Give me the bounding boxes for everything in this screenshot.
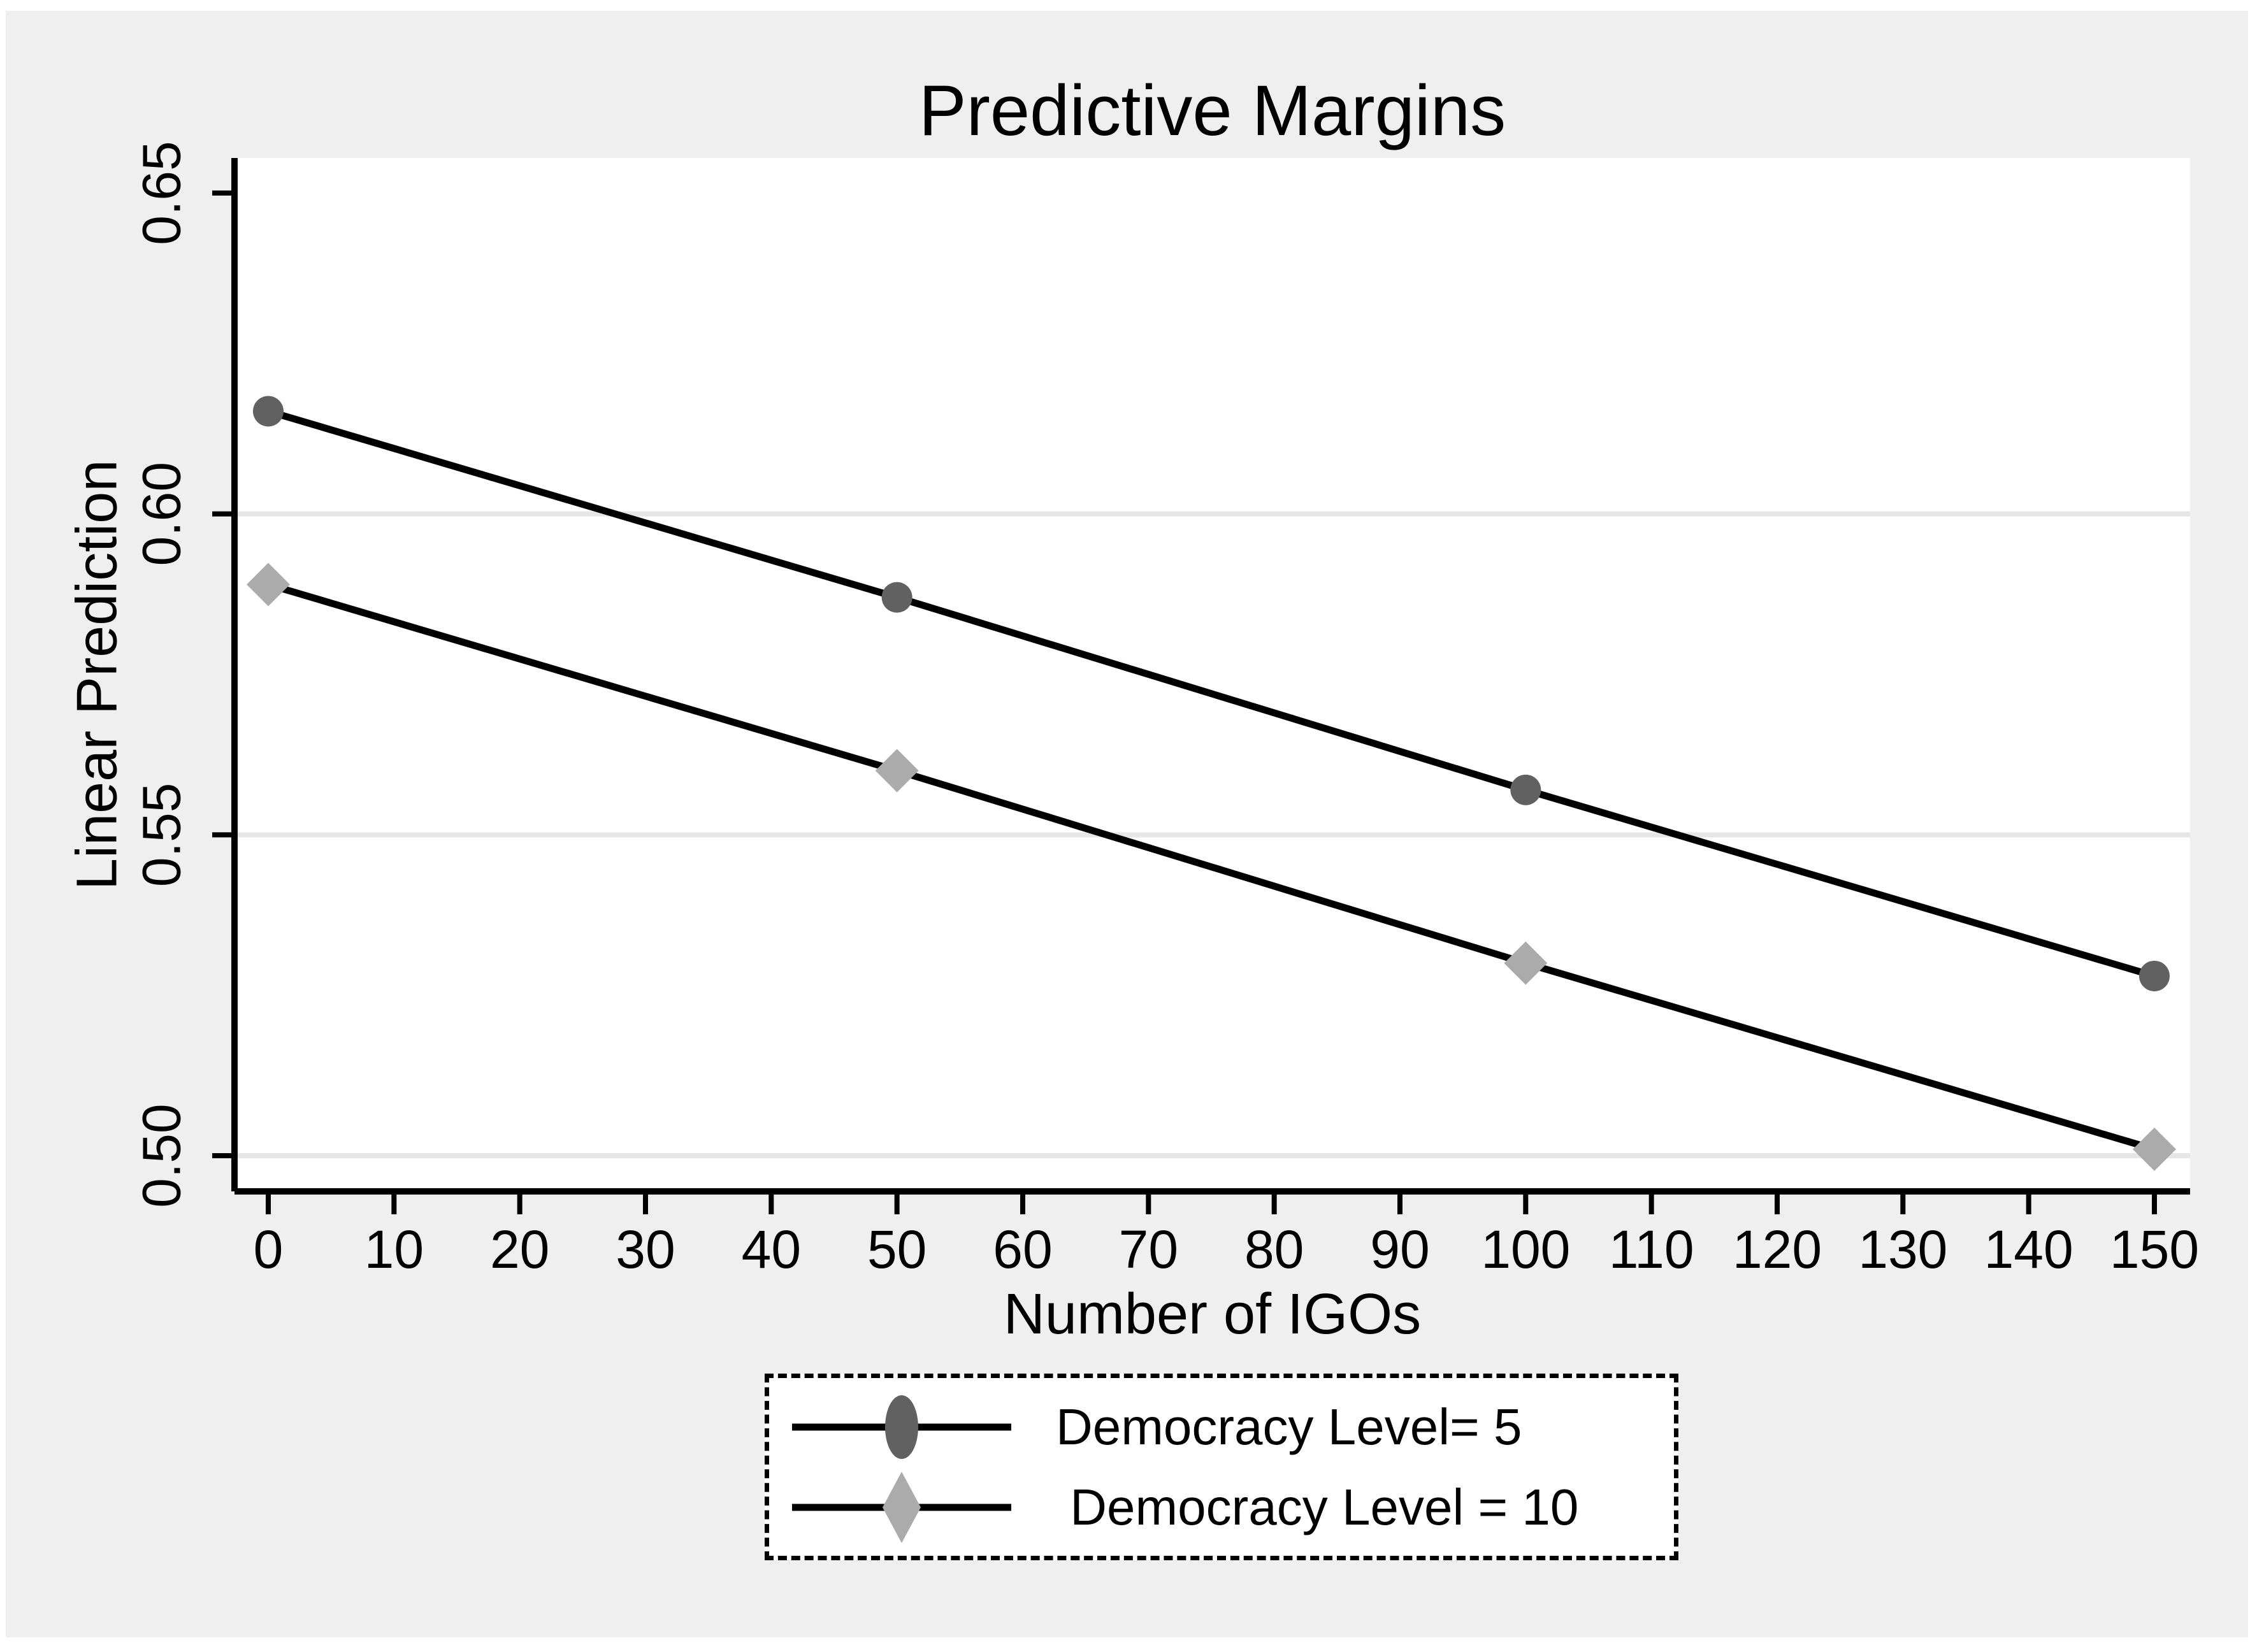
series-marker-circle	[1510, 774, 1541, 805]
legend-key-diamond-icon	[792, 1471, 1011, 1543]
x-axis-title: Number of IGOs	[1003, 1282, 1422, 1346]
legend-row: Democracy Level= 5	[787, 1389, 1674, 1465]
series-marker-circle	[881, 582, 912, 613]
x-tick-label: 130	[1858, 1219, 1947, 1279]
x-tick-label: 60	[993, 1219, 1052, 1279]
x-tick-label: 80	[1244, 1219, 1304, 1279]
x-tick-label: 20	[490, 1219, 549, 1279]
y-tick-label: 0.55	[131, 783, 191, 887]
legend: Democracy Level= 5 Democracy Level = 10	[765, 1374, 1678, 1560]
chart-title: Predictive Margins	[918, 71, 1506, 150]
x-tick-label: 40	[742, 1219, 801, 1279]
x-tick-label: 90	[1370, 1219, 1429, 1279]
legend-row: Democracy Level = 10	[787, 1469, 1674, 1546]
plot-area	[234, 158, 2190, 1191]
y-tick-label: 0.50	[131, 1103, 191, 1208]
x-tick-label: 120	[1733, 1219, 1822, 1279]
series-marker-circle	[2139, 960, 2170, 991]
series-marker-diamond	[875, 749, 919, 793]
x-tick-label: 0	[254, 1219, 284, 1279]
legend-marker-diamond	[883, 1471, 921, 1543]
y-axis-title: Linear Prediction	[65, 459, 129, 890]
legend-key-circle-icon	[792, 1395, 1011, 1459]
x-tick-label: 110	[1609, 1219, 1694, 1279]
y-tick-label: 0.60	[131, 462, 191, 566]
series-line	[267, 408, 2156, 980]
x-tick-label: 70	[1119, 1219, 1178, 1279]
x-tick-label: 140	[1984, 1219, 2073, 1279]
y-tick-label: 0.65	[131, 141, 191, 245]
x-tick-label: 30	[616, 1219, 675, 1279]
legend-label: Democracy Level = 10	[1056, 1478, 1579, 1535]
series-marker-circle	[253, 396, 284, 427]
series-marker-diamond	[247, 563, 290, 607]
x-tick-label: 100	[1481, 1219, 1570, 1279]
legend-marker-circle	[885, 1395, 918, 1459]
legend-label: Democracy Level= 5	[1056, 1398, 1522, 1455]
x-tick-label: 50	[867, 1219, 927, 1279]
x-tick-label: 10	[364, 1219, 424, 1279]
series-marker-diamond	[2133, 1127, 2176, 1171]
x-tick-label: 150	[2110, 1219, 2199, 1279]
series-line	[267, 581, 2156, 1153]
series-marker-diamond	[1504, 941, 1548, 985]
